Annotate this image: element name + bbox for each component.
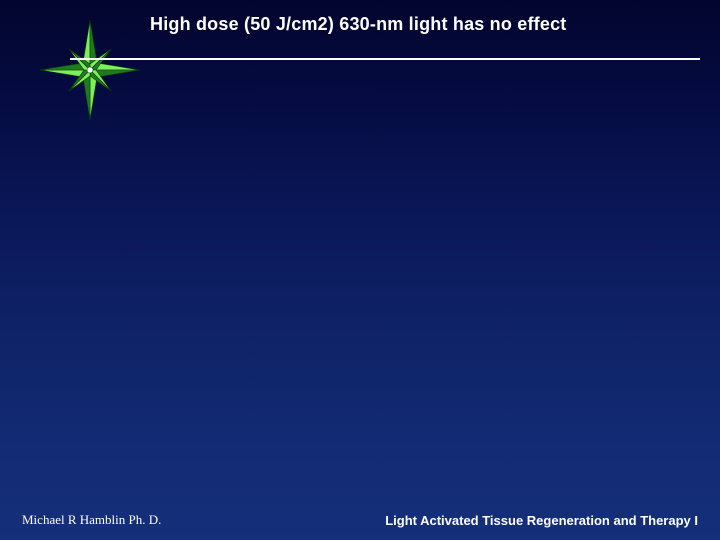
title-divider bbox=[70, 58, 700, 60]
footer-author: Michael R Hamblin Ph. D. bbox=[22, 512, 161, 528]
footer-series-title: Light Activated Tissue Regeneration and … bbox=[385, 513, 698, 528]
compass-star-icon bbox=[40, 20, 140, 120]
slide-title: High dose (50 J/cm2) 630-nm light has no… bbox=[150, 14, 680, 35]
slide: High dose (50 J/cm2) 630-nm light has no… bbox=[0, 0, 720, 540]
